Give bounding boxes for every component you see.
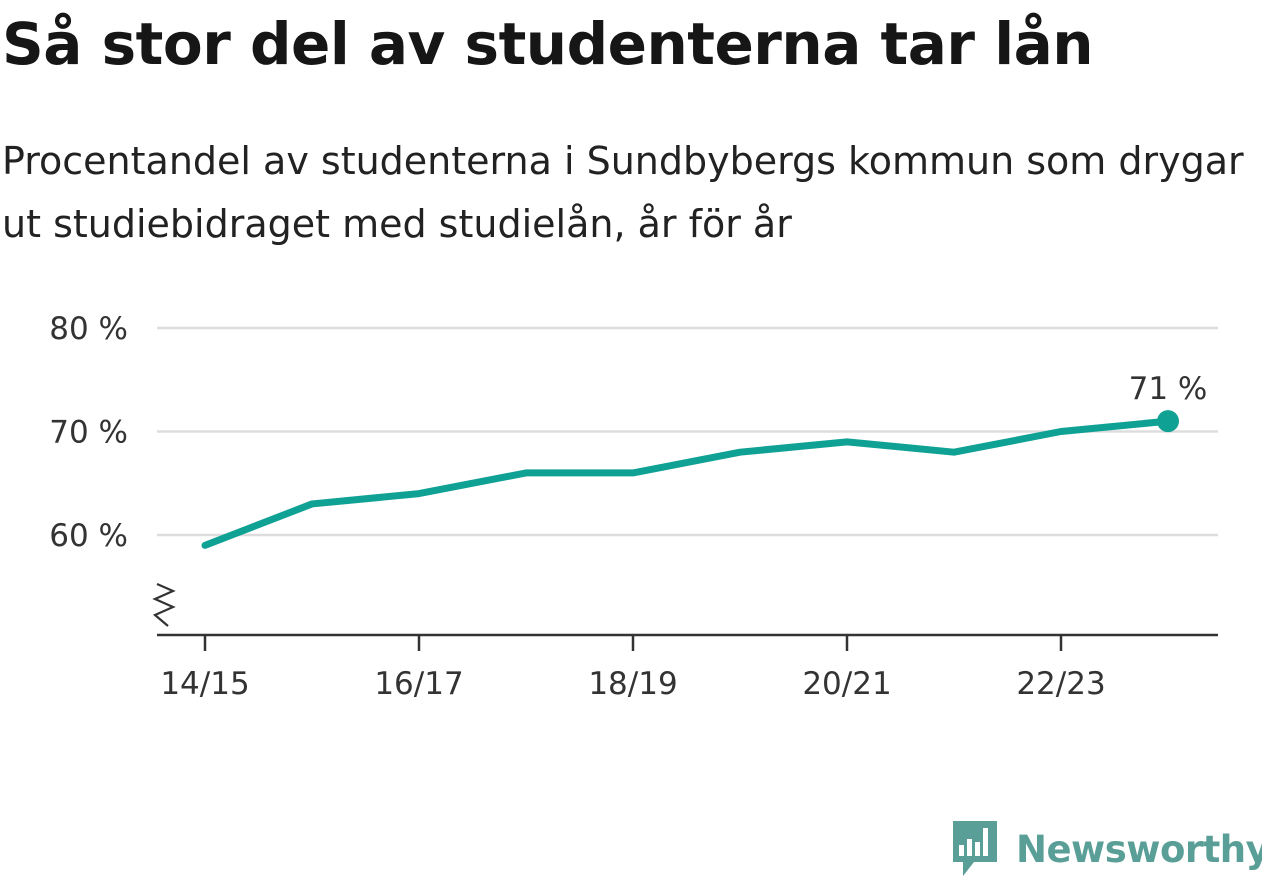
x-tick-label: 22/23 bbox=[1016, 666, 1105, 702]
newsworthy-logo-icon bbox=[953, 821, 997, 876]
brand-name: Newsworthy bbox=[1016, 827, 1262, 871]
axis-break-icon bbox=[152, 582, 176, 627]
x-tick-label: 16/17 bbox=[374, 666, 463, 702]
gridlines bbox=[157, 326, 1218, 537]
x-tick-label: 18/19 bbox=[588, 666, 677, 702]
newsworthy-brand: Newsworthy bbox=[950, 818, 1262, 880]
end-point-marker bbox=[1157, 410, 1179, 433]
y-axis-tick-labels: 60 % 70 % 80 % bbox=[49, 311, 128, 554]
y-tick-label: 60 % bbox=[49, 518, 128, 554]
x-axis-ticks: 14/15 16/17 18/19 20/21 22/23 bbox=[160, 635, 1106, 702]
y-tick-label: 80 % bbox=[49, 311, 128, 347]
chart-subtitle: Procentandel av studenterna i Sundbyberg… bbox=[2, 139, 1244, 246]
series-line bbox=[201, 417, 1172, 549]
y-tick-label: 70 % bbox=[49, 415, 128, 451]
x-tick-label: 14/15 bbox=[160, 666, 249, 702]
chart-title: Så stor del av studenterna tar lån bbox=[2, 10, 1094, 78]
end-value-label: 71 % bbox=[1129, 371, 1208, 407]
x-tick-label: 20/21 bbox=[802, 666, 891, 702]
line-chart: 60 % 70 % 80 % 14/15 16/17 18/19 20/21 22/23 7… bbox=[49, 311, 1218, 702]
